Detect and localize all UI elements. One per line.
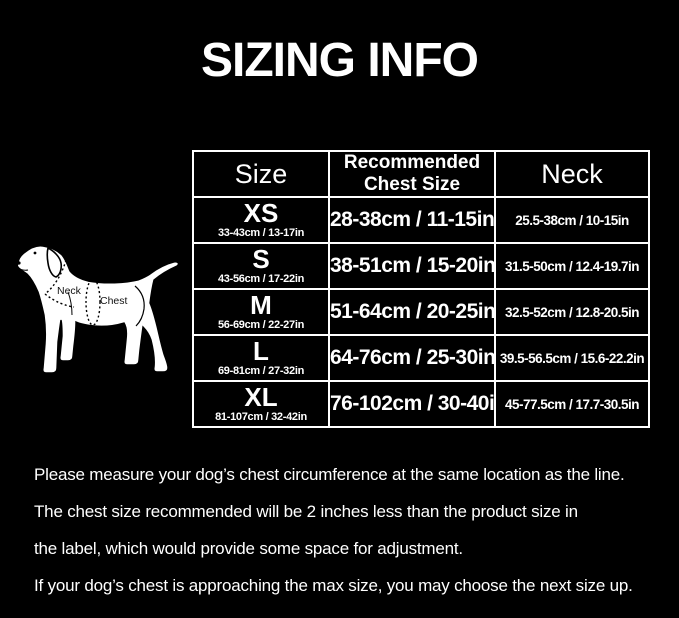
header-chest: Recommended Chest Size bbox=[328, 150, 496, 198]
dog-shoulder-line bbox=[67, 291, 73, 316]
dog-ear bbox=[46, 246, 63, 278]
header-chest-line2: Chest Size bbox=[363, 174, 461, 195]
chest-value: 28-38cm / 11-15in bbox=[328, 196, 496, 244]
size-label: L bbox=[253, 336, 269, 367]
note-line-4: If your dog’s chest is approaching the m… bbox=[34, 576, 633, 595]
chest-measure-ellipse bbox=[85, 278, 101, 326]
sizing-table: Size Recommended Chest Size Neck XS 33-4… bbox=[192, 150, 650, 428]
dog-haunch-line bbox=[134, 285, 145, 327]
chest-value: 76-102cm / 30-40in bbox=[328, 380, 496, 428]
size-range: 43-56cm / 17-22in bbox=[217, 272, 304, 285]
chest-value: 38-51cm / 15-20in bbox=[328, 242, 496, 290]
table-row-s: S 43-56cm / 17-22in 38-51cm / 15-20in 31… bbox=[192, 242, 650, 290]
measurement-notes: Please measure your dog’s chest circumfe… bbox=[34, 464, 666, 612]
size-range: 33-43cm / 13-17in bbox=[217, 226, 304, 239]
size-range: 69-81cm / 27-32in bbox=[217, 364, 304, 377]
dog-illustration: Neck Chest bbox=[16, 245, 180, 374]
size-label: M bbox=[250, 290, 272, 321]
header-chest-line1: Recommended bbox=[343, 152, 481, 174]
table-row-l: L 69-81cm / 27-32in 64-76cm / 25-30in 39… bbox=[192, 334, 650, 382]
size-label: S bbox=[252, 244, 270, 275]
header-neck: Neck bbox=[494, 150, 650, 198]
size-range: 81-107cm / 32-42in bbox=[215, 410, 307, 423]
size-cell: S 43-56cm / 17-22in bbox=[192, 242, 330, 290]
size-range: 56-69cm / 22-27in bbox=[217, 318, 304, 331]
table-header-row: Size Recommended Chest Size Neck bbox=[192, 150, 650, 198]
size-cell: M 56-69cm / 22-27in bbox=[192, 288, 330, 336]
chest-value: 51-64cm / 20-25in bbox=[328, 288, 496, 336]
table-row-m: M 56-69cm / 22-27in 51-64cm / 20-25in 32… bbox=[192, 288, 650, 336]
neck-label: Neck bbox=[57, 285, 82, 297]
note-line-2: The chest size recommended will be 2 inc… bbox=[34, 502, 578, 521]
neck-value: 31.5-50cm / 12.4-19.7in bbox=[494, 242, 650, 290]
dog-body-shape bbox=[16, 245, 180, 374]
dog-mouth-line bbox=[17, 267, 29, 271]
dog-measurement-diagram: Neck Chest bbox=[10, 230, 190, 380]
chest-label: Chest bbox=[100, 295, 128, 307]
table-row-xs: XS 33-43cm / 13-17in 28-38cm / 11-15in 2… bbox=[192, 196, 650, 244]
dog-eye bbox=[33, 251, 37, 255]
header-size: Size bbox=[192, 150, 330, 198]
neck-value: 45-77.5cm / 17.7-30.5in bbox=[494, 380, 650, 428]
neck-value: 25.5-38cm / 10-15in bbox=[494, 196, 650, 244]
table-row-xl: XL 81-107cm / 32-42in 76-102cm / 30-40in… bbox=[192, 380, 650, 428]
chest-value: 64-76cm / 25-30in bbox=[328, 334, 496, 382]
page-title: SIZING INFO bbox=[201, 34, 479, 87]
size-label: XL bbox=[244, 382, 278, 413]
neck-value: 39.5-56.5cm / 15.6-22.2in bbox=[494, 334, 650, 382]
size-cell: XL 81-107cm / 32-42in bbox=[192, 380, 330, 428]
size-cell: L 69-81cm / 27-32in bbox=[192, 334, 330, 382]
note-line-1: Please measure your dog’s chest circumfe… bbox=[34, 465, 625, 484]
neck-value: 32.5-52cm / 12.8-20.5in bbox=[494, 288, 650, 336]
neck-measure-line bbox=[44, 259, 67, 295]
size-label: XS bbox=[243, 198, 279, 229]
dog-nose bbox=[17, 261, 21, 265]
note-line-3: the label, which would provide some spac… bbox=[34, 539, 463, 558]
size-cell: XS 33-43cm / 13-17in bbox=[192, 196, 330, 244]
